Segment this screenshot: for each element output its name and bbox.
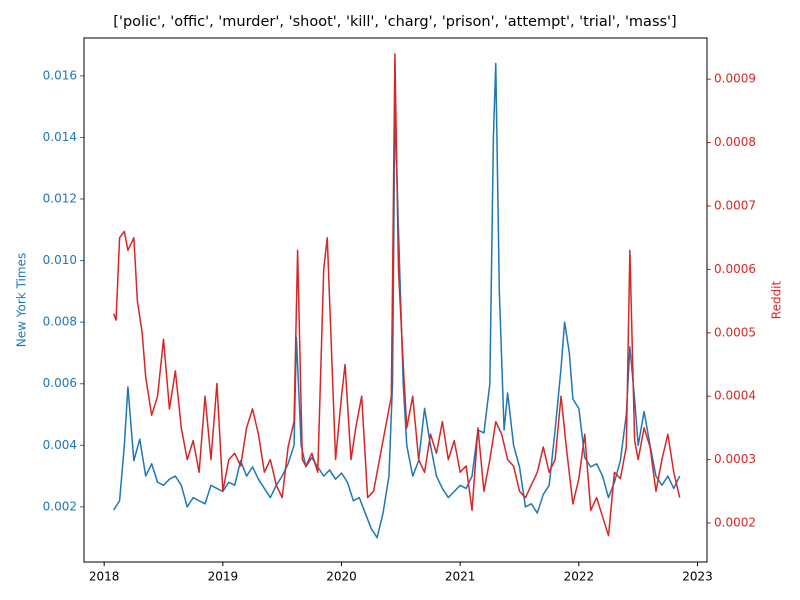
left-tick-label: 0.014 [43, 130, 77, 144]
right-tick-label: 0.0008 [714, 135, 756, 149]
x-tick-label: 2022 [564, 570, 595, 584]
y-axis-label: New York Times [15, 253, 29, 347]
x-tick-label: 2021 [445, 570, 476, 584]
right-tick-label: 0.0005 [714, 325, 756, 339]
right-tick-label: 0.0009 [714, 72, 756, 86]
y2-axis-label: Reddit [770, 280, 784, 319]
plot-frame [83, 37, 708, 563]
left-tick-label: 0.006 [43, 376, 77, 390]
right-tick-label: 0.0002 [714, 516, 756, 530]
x-tick-label: 2020 [326, 570, 357, 584]
right-tick-label: 0.0006 [714, 262, 756, 276]
chart-title: ['polic', 'offic', 'murder', 'shoot', 'k… [113, 14, 676, 30]
x-tick-label: 2023 [682, 570, 713, 584]
left-tick-label: 0.016 [43, 68, 77, 82]
x-tick-label: 2018 [89, 570, 120, 584]
left-tick-label: 0.010 [43, 253, 77, 267]
left-tick-label: 0.002 [43, 499, 77, 513]
left-tick-label: 0.004 [43, 438, 77, 452]
series-line [112, 53, 681, 537]
right-tick-label: 0.0003 [714, 452, 756, 466]
x-tick-label: 2019 [208, 570, 239, 584]
right-tick-label: 0.0007 [714, 199, 756, 213]
right-tick-label: 0.0004 [714, 389, 756, 403]
left-tick-label: 0.008 [43, 315, 77, 329]
left-tick-label: 0.012 [43, 192, 77, 206]
